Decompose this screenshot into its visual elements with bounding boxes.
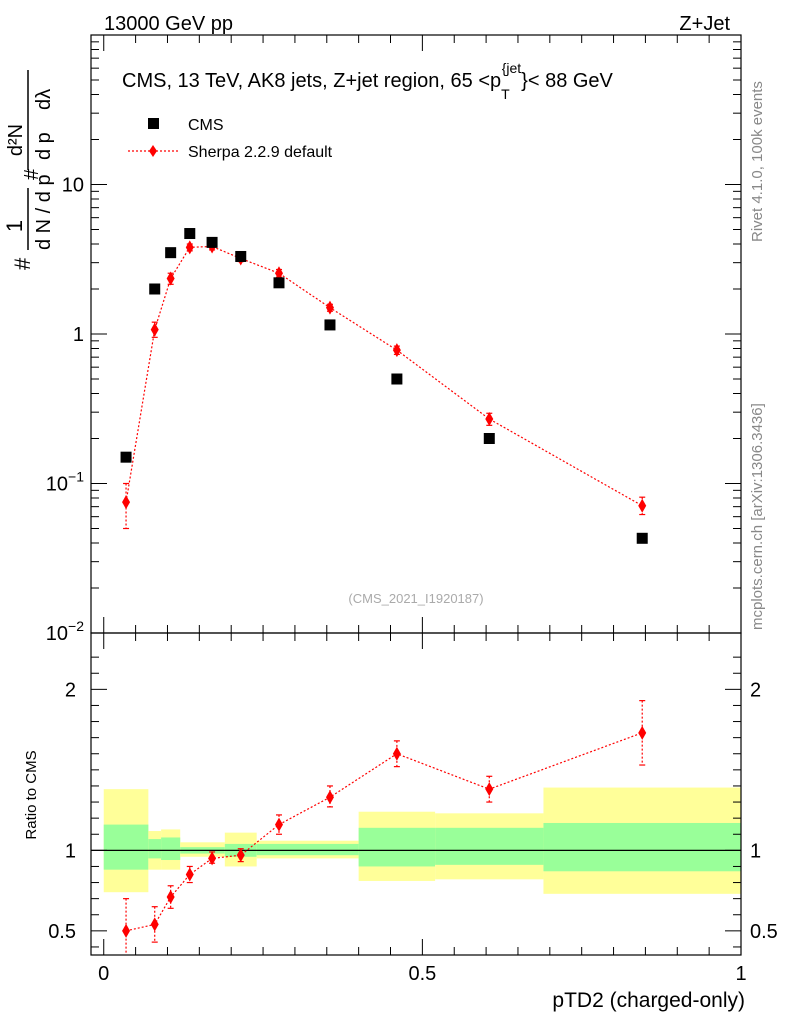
ratio-ytick-label-left: 1: [65, 840, 76, 862]
ratio-frame: [90, 632, 742, 956]
sherpa-point: [150, 322, 159, 337]
process-label: Z+Jet: [679, 13, 730, 35]
main-ytick-label: 1: [73, 324, 84, 346]
ylabel-frac1-den: d N / d p: [33, 174, 55, 250]
main-axis-ticks: 10 1 10−1 10−2: [46, 35, 742, 645]
cms-point: [391, 373, 403, 385]
ratio-point: [485, 782, 494, 797]
main-series-layer: [120, 228, 648, 544]
ratio-xtick-label: 0: [98, 963, 109, 985]
uncertainty-band-inner: [256, 843, 359, 856]
ratio-xtick-label: 1: [735, 963, 746, 985]
ratio-point: [166, 890, 175, 905]
uncertainty-band-inner: [435, 827, 544, 865]
title-pre: CMS, 13 TeV, AK8 jets, Z+jet region, 65 …: [122, 70, 501, 92]
cms-point: [636, 532, 648, 544]
cms-point: [235, 250, 247, 262]
ylabel-sharp2: #: [21, 168, 43, 180]
ylabel-sharp: #: [10, 257, 35, 270]
sherpa-line: [125, 245, 643, 507]
sherpa-point: [325, 300, 334, 315]
main-ylabel: # 1 d N / d p # d²N d p dλ: [2, 70, 55, 270]
uncertainty-band-inner: [358, 827, 436, 867]
ylabel-frac2-den: d p: [33, 132, 55, 160]
ylabel-frac2-num: d²N: [5, 124, 27, 156]
ratio-ytick-label-right: 1: [750, 840, 761, 862]
ratio-point: [150, 917, 159, 932]
ratio-point: [392, 746, 401, 761]
sherpa-point: [122, 495, 131, 510]
energy-label: 13000 GeV pp: [104, 13, 233, 35]
sherpa-point: [638, 498, 647, 513]
ratio-ytick-label-right: 2: [750, 679, 761, 701]
title-sup: {jet: [502, 60, 522, 76]
ratio-point: [185, 867, 194, 882]
cms-point: [184, 228, 196, 240]
sherpa-point: [392, 343, 401, 358]
main-ytick-label: 10−1: [46, 469, 84, 496]
rivet-label: Rivet 4.1.0, 100k events: [749, 81, 766, 242]
ylabel-dlambda: dλ: [33, 89, 55, 110]
ratio-ytick-label-right: 0.5: [750, 921, 778, 943]
sherpa-point: [485, 412, 494, 427]
analysis-watermark: (CMS_2021_I1920187): [348, 591, 483, 606]
uncertainty-band-inner: [161, 837, 181, 861]
uncertainty-band-inner: [103, 824, 149, 870]
uncertainty-band-inner: [543, 822, 741, 872]
cms-point: [120, 451, 132, 463]
ratio-axis-ticks: 2 21 10.5 0.50 0.5 1: [48, 633, 778, 985]
ratio-ytick-label-left: 0.5: [48, 921, 76, 943]
uncertainty-band-inner: [148, 839, 162, 859]
ylabel-frac1-num: 1: [2, 220, 27, 232]
cms-point: [324, 319, 336, 331]
ratio-xtick-label: 0.5: [408, 963, 436, 985]
ratio-panel: [91, 787, 741, 894]
cms-point: [483, 432, 495, 444]
cms-point: [206, 236, 218, 248]
legend-sherpa-label: Sherpa 2.2.9 default: [188, 144, 333, 161]
ratio-point: [638, 725, 647, 740]
sherpa-point: [166, 271, 175, 286]
ratio-point: [208, 851, 217, 866]
main-ytick-label: 10: [62, 175, 84, 197]
sherpa-point: [185, 240, 194, 255]
cms-point: [165, 247, 177, 259]
ratio-ytick-label-left: 2: [65, 679, 76, 701]
chart-title: CMS, 13 TeV, AK8 jets, Z+jet region, 65 …: [122, 60, 614, 102]
legend-cms-label: CMS: [188, 117, 224, 134]
title-sub: T: [501, 86, 510, 102]
ratio-ylabel: Ratio to CMS: [23, 750, 40, 839]
ratio-point: [122, 923, 131, 938]
ratio-series-layer: [122, 700, 647, 955]
mcplots-label: mcplots.cern.ch [arXiv:1306.3436]: [749, 403, 766, 630]
legend-sherpa-marker: [149, 145, 157, 157]
legend-cms-marker: [148, 118, 159, 129]
xlabel: pTD2 (charged-only): [552, 989, 745, 1012]
ratio-point: [274, 817, 283, 832]
title-post: }< 88 GeV: [521, 70, 613, 92]
ratio-point: [236, 848, 245, 863]
main-ytick-label: 10−2: [46, 618, 84, 645]
ratio-point: [325, 790, 334, 805]
cms-point: [273, 277, 285, 289]
sherpa-point: [274, 266, 283, 281]
cms-point: [149, 283, 161, 295]
